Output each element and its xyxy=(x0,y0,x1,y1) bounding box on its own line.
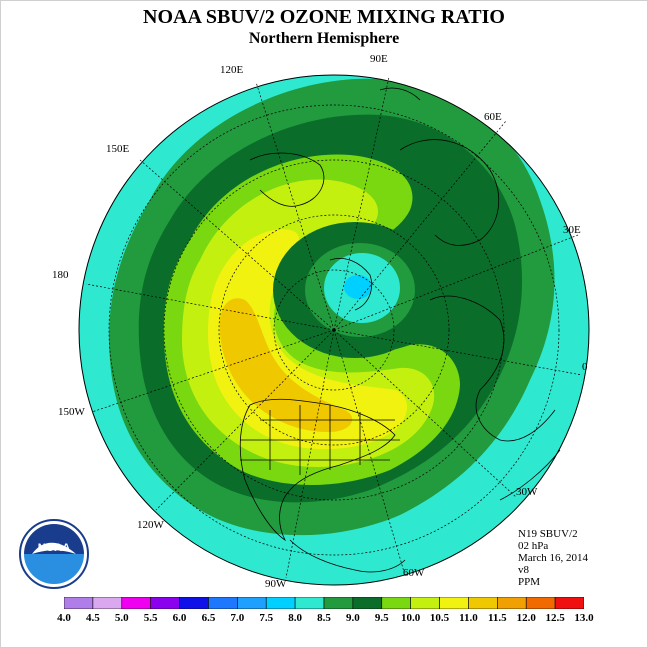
lon-label-120e: 120E xyxy=(220,64,244,76)
colorbar-swatches xyxy=(64,597,584,609)
colorbar-tick-label: 10.5 xyxy=(429,612,450,624)
lon-label-150e: 150E xyxy=(106,143,130,155)
info-version: v8 xyxy=(518,564,529,576)
lon-label-60w: 60W xyxy=(403,567,425,579)
lon-label-120w: 120W xyxy=(137,519,165,531)
colorbar-swatch xyxy=(352,597,383,609)
colorbar-swatch xyxy=(150,597,180,609)
page-title: NOAA SBUV/2 OZONE MIXING RATIO xyxy=(143,6,505,28)
colorbar-swatch xyxy=(92,597,123,609)
map-border xyxy=(78,74,590,586)
lon-label-180: 180 xyxy=(52,269,69,281)
colorbar-tick-label: 4.0 xyxy=(57,612,71,624)
colorbar xyxy=(64,597,584,609)
colorbar-swatch xyxy=(439,597,469,609)
colorbar-tick-label: 10.0 xyxy=(401,612,421,624)
lon-label-30e: 30E xyxy=(563,224,581,236)
info-date: March 16, 2014 xyxy=(518,552,588,564)
colorbar-tick-label: 11.0 xyxy=(459,612,478,624)
colorbar-tick-label: 9.5 xyxy=(374,612,389,624)
colorbar-swatch xyxy=(294,597,325,609)
colorbar-tick-label: 11.5 xyxy=(488,612,507,624)
colorbar-tick-label: 7.0 xyxy=(230,612,245,624)
lon-label-60e: 60E xyxy=(484,111,502,123)
colorbar-swatch xyxy=(525,597,556,609)
colorbar-swatch xyxy=(179,597,209,609)
colorbar-swatch xyxy=(208,597,238,609)
colorbar-swatch xyxy=(121,597,151,609)
colorbar-swatch xyxy=(323,597,354,609)
colorbar-tick-label: 4.5 xyxy=(86,612,100,624)
noaa-logo: NOAA xyxy=(19,519,89,589)
colorbar-swatch xyxy=(497,597,527,609)
colorbar-swatch xyxy=(64,597,94,609)
colorbar-swatch xyxy=(381,597,411,609)
colorbar-tick-label: 8.0 xyxy=(288,612,302,624)
colorbar-tick-label: 6.5 xyxy=(201,612,216,624)
polar-low-core xyxy=(344,275,372,299)
colorbar-swatch xyxy=(410,597,440,609)
page-subtitle: Northern Hemisphere xyxy=(248,30,400,47)
colorbar-tick-label: 8.5 xyxy=(317,612,331,624)
info-units: PPM xyxy=(518,576,541,588)
info-satellite: N19 SBUV/2 xyxy=(518,528,578,540)
colorbar-tick-label: 5.0 xyxy=(114,612,129,624)
noaa-logo-text: NOAA xyxy=(38,542,70,554)
colorbar-tick-label: 7.5 xyxy=(259,612,274,624)
data-info-block: N19 SBUV/2 02 hPa March 16, 2014 v8 PPM xyxy=(518,528,588,588)
colorbar-tick-label: 12.0 xyxy=(516,612,536,624)
lon-label-90w: 90W xyxy=(265,578,287,590)
lon-label-30w: 30W xyxy=(516,486,538,498)
lon-label-150w: 150W xyxy=(58,406,86,418)
colorbar-swatch xyxy=(265,597,296,609)
colorbar-tick-label: 13.0 xyxy=(574,612,594,624)
lon-label-90e: 90E xyxy=(370,53,388,65)
colorbar-tick-label: 6.0 xyxy=(172,612,187,624)
lon-label-0: 0 xyxy=(582,361,588,373)
colorbar-tick-label: 9.0 xyxy=(346,612,360,624)
field-11-0 xyxy=(219,298,353,433)
colorbar-swatch xyxy=(468,597,498,609)
colorbar-swatch xyxy=(554,597,584,609)
colorbar-tick-label: 12.5 xyxy=(545,612,565,624)
info-pressure: 02 hPa xyxy=(518,540,549,552)
colorbar-swatch xyxy=(237,597,267,609)
colorbar-tick-label: 5.5 xyxy=(143,612,158,624)
